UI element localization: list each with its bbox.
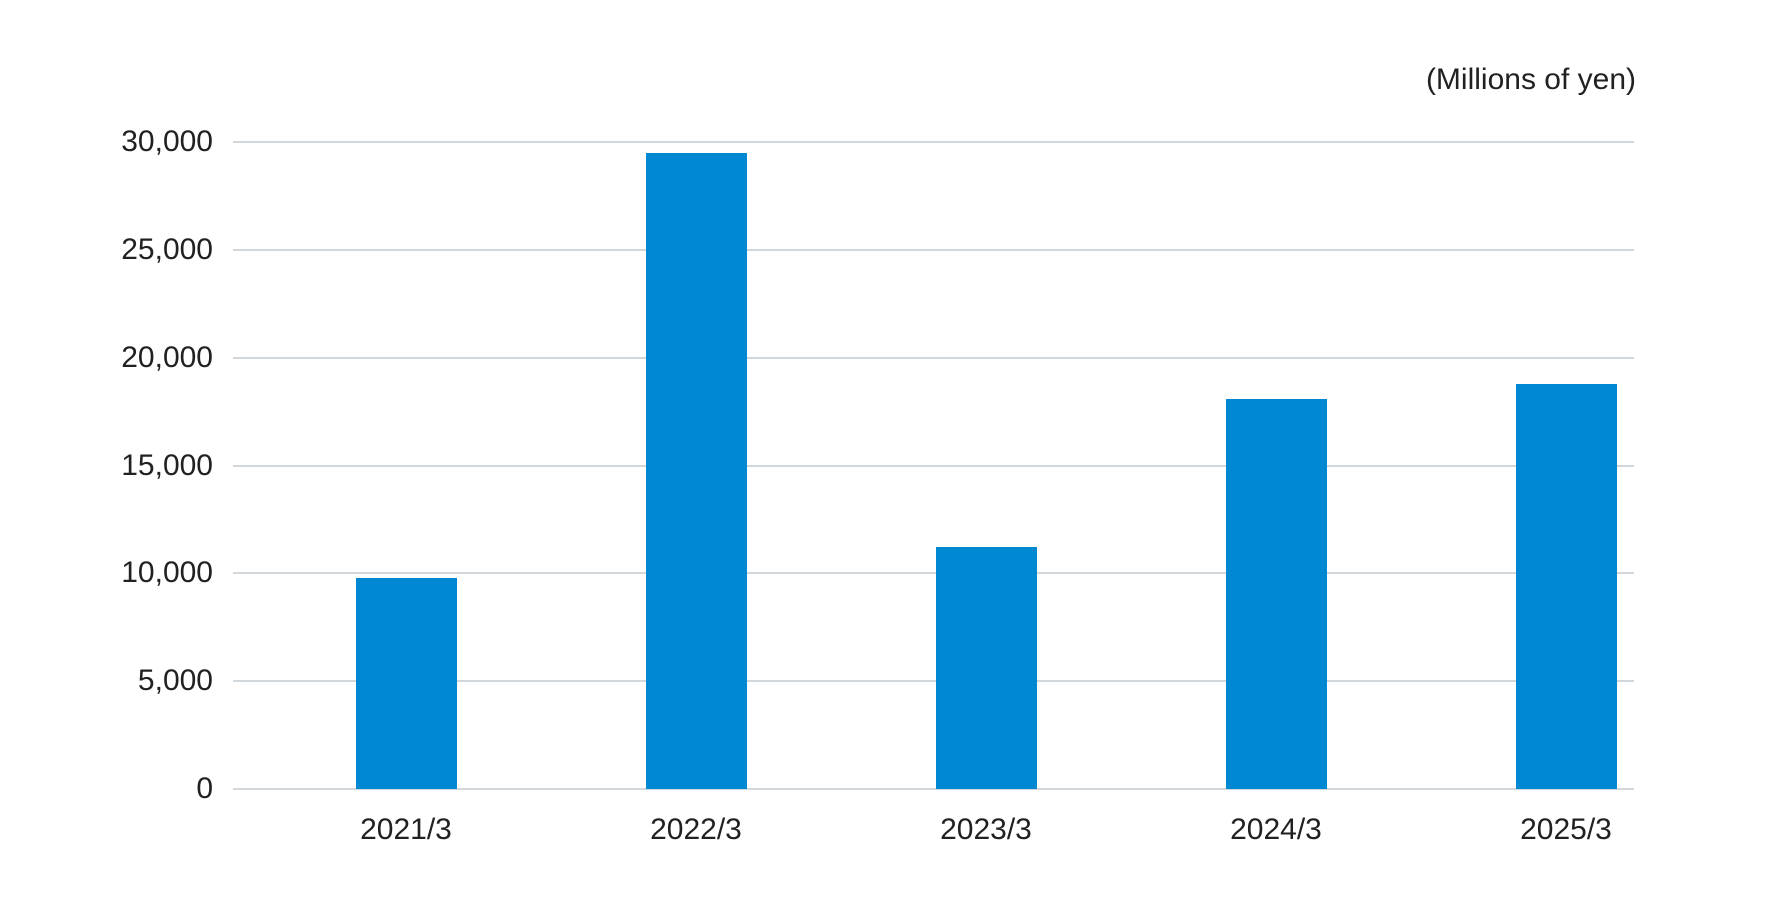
y-axis-tick-label: 15,000: [121, 448, 213, 482]
gridline: [233, 248, 1634, 251]
x-axis-label: 2021/3: [360, 813, 452, 846]
y-axis-tick-label: 5,000: [137, 664, 213, 698]
gridline: [233, 788, 1634, 790]
y-axis-tick-label: 10,000: [121, 556, 213, 590]
gridline: [233, 572, 1634, 575]
x-axis-label: 2022/3: [650, 813, 742, 846]
gridline: [233, 356, 1634, 359]
x-axis-label: 2025/3: [1520, 813, 1612, 846]
y-axis-tick-label: 0: [196, 772, 213, 805]
y-axis-tick-label: 25,000: [121, 232, 213, 266]
x-axis-label: 2024/3: [1230, 813, 1322, 846]
chart-unit-label: (Millions of yen): [1425, 63, 1636, 96]
gridline: [233, 464, 1634, 467]
bar-2025-3: [1515, 383, 1617, 789]
y-axis-tick-label: 30,000: [121, 125, 213, 158]
bar-2022-3: [645, 152, 747, 789]
plot-area: [233, 141, 1634, 790]
bar-2024-3: [1225, 398, 1327, 789]
bar-2023-3: [935, 547, 1037, 789]
gridline: [233, 141, 1634, 143]
x-axis-label: 2023/3: [940, 813, 1032, 846]
y-axis-tick-label: 20,000: [121, 340, 213, 374]
bar-2021-3: [355, 577, 457, 789]
gridline: [233, 680, 1634, 683]
